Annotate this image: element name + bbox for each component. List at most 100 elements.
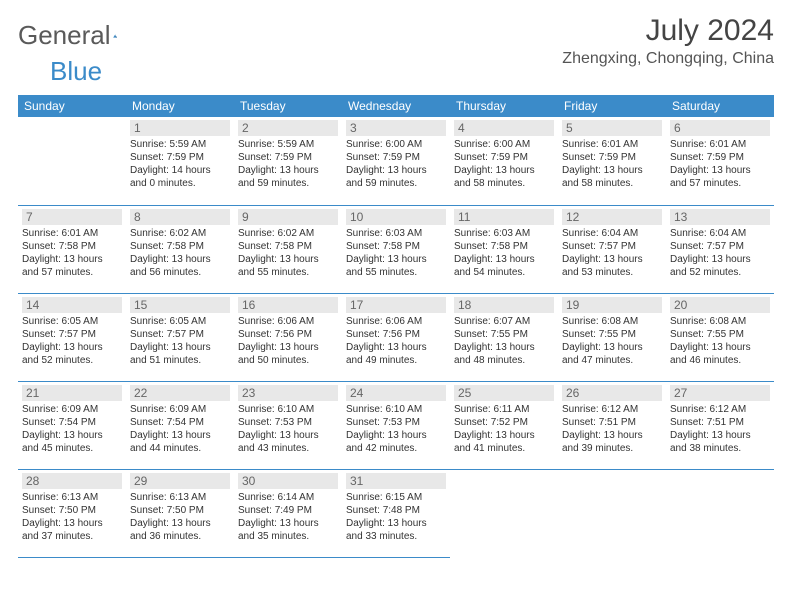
daylight-text: and 46 minutes. <box>670 354 770 367</box>
daylight-text: Daylight: 13 hours <box>22 253 122 266</box>
calendar-cell <box>666 469 774 557</box>
daylight-text: and 41 minutes. <box>454 442 554 455</box>
sunset-text: Sunset: 7:55 PM <box>454 328 554 341</box>
sunrise-text: Sunrise: 6:12 AM <box>562 403 662 416</box>
sunset-text: Sunset: 7:54 PM <box>22 416 122 429</box>
day-number: 9 <box>238 209 338 225</box>
sunrise-text: Sunrise: 6:10 AM <box>346 403 446 416</box>
calendar-cell <box>450 469 558 557</box>
daylight-text: and 48 minutes. <box>454 354 554 367</box>
daylight-text: Daylight: 13 hours <box>670 429 770 442</box>
daylight-text: Daylight: 13 hours <box>238 253 338 266</box>
daylight-text: and 37 minutes. <box>22 530 122 543</box>
day-number: 30 <box>238 473 338 489</box>
sunset-text: Sunset: 7:58 PM <box>130 240 230 253</box>
day-number: 23 <box>238 385 338 401</box>
day-number: 26 <box>562 385 662 401</box>
day-number: 7 <box>22 209 122 225</box>
sunrise-text: Sunrise: 6:06 AM <box>238 315 338 328</box>
calendar-week-row: 21Sunrise: 6:09 AMSunset: 7:54 PMDayligh… <box>18 381 774 469</box>
daylight-text: Daylight: 13 hours <box>562 164 662 177</box>
calendar-cell: 30Sunrise: 6:14 AMSunset: 7:49 PMDayligh… <box>234 469 342 557</box>
calendar-cell: 14Sunrise: 6:05 AMSunset: 7:57 PMDayligh… <box>18 293 126 381</box>
sunset-text: Sunset: 7:58 PM <box>454 240 554 253</box>
weekday-header: Saturday <box>666 95 774 117</box>
daylight-text: Daylight: 13 hours <box>238 164 338 177</box>
daylight-text: Daylight: 13 hours <box>562 429 662 442</box>
daylight-text: and 39 minutes. <box>562 442 662 455</box>
location: Zhengxing, Chongqing, China <box>562 50 774 68</box>
daylight-text: and 58 minutes. <box>454 177 554 190</box>
sunrise-text: Sunrise: 6:08 AM <box>562 315 662 328</box>
calendar-cell: 11Sunrise: 6:03 AMSunset: 7:58 PMDayligh… <box>450 205 558 293</box>
calendar-cell: 9Sunrise: 6:02 AMSunset: 7:58 PMDaylight… <box>234 205 342 293</box>
day-number: 22 <box>130 385 230 401</box>
daylight-text: and 36 minutes. <box>130 530 230 543</box>
sunset-text: Sunset: 7:57 PM <box>670 240 770 253</box>
calendar-cell: 17Sunrise: 6:06 AMSunset: 7:56 PMDayligh… <box>342 293 450 381</box>
calendar-cell: 6Sunrise: 6:01 AMSunset: 7:59 PMDaylight… <box>666 117 774 205</box>
sunset-text: Sunset: 7:54 PM <box>130 416 230 429</box>
day-number: 28 <box>22 473 122 489</box>
calendar-week-row: 28Sunrise: 6:13 AMSunset: 7:50 PMDayligh… <box>18 469 774 557</box>
calendar-cell: 1Sunrise: 5:59 AMSunset: 7:59 PMDaylight… <box>126 117 234 205</box>
sunset-text: Sunset: 7:55 PM <box>562 328 662 341</box>
sunrise-text: Sunrise: 6:13 AM <box>22 491 122 504</box>
daylight-text: and 57 minutes. <box>22 266 122 279</box>
daylight-text: Daylight: 13 hours <box>130 429 230 442</box>
day-number: 29 <box>130 473 230 489</box>
sunset-text: Sunset: 7:59 PM <box>346 151 446 164</box>
sunrise-text: Sunrise: 6:01 AM <box>562 138 662 151</box>
weekday-row: Sunday Monday Tuesday Wednesday Thursday… <box>18 95 774 117</box>
sunrise-text: Sunrise: 6:11 AM <box>454 403 554 416</box>
day-number: 27 <box>670 385 770 401</box>
day-number: 15 <box>130 297 230 313</box>
calendar-cell: 15Sunrise: 6:05 AMSunset: 7:57 PMDayligh… <box>126 293 234 381</box>
day-number: 3 <box>346 120 446 136</box>
daylight-text: and 55 minutes. <box>238 266 338 279</box>
daylight-text: and 51 minutes. <box>130 354 230 367</box>
sunset-text: Sunset: 7:53 PM <box>346 416 446 429</box>
calendar-cell: 31Sunrise: 6:15 AMSunset: 7:48 PMDayligh… <box>342 469 450 557</box>
sunset-text: Sunset: 7:59 PM <box>130 151 230 164</box>
calendar-cell: 23Sunrise: 6:10 AMSunset: 7:53 PMDayligh… <box>234 381 342 469</box>
daylight-text: and 52 minutes. <box>22 354 122 367</box>
day-number: 17 <box>346 297 446 313</box>
sunrise-text: Sunrise: 6:01 AM <box>22 227 122 240</box>
sunrise-text: Sunrise: 6:09 AM <box>130 403 230 416</box>
weekday-header: Wednesday <box>342 95 450 117</box>
sunset-text: Sunset: 7:52 PM <box>454 416 554 429</box>
day-number: 12 <box>562 209 662 225</box>
daylight-text: and 33 minutes. <box>346 530 446 543</box>
daylight-text: and 35 minutes. <box>238 530 338 543</box>
calendar-cell: 25Sunrise: 6:11 AMSunset: 7:52 PMDayligh… <box>450 381 558 469</box>
day-number: 16 <box>238 297 338 313</box>
sunset-text: Sunset: 7:59 PM <box>562 151 662 164</box>
sunset-text: Sunset: 7:48 PM <box>346 504 446 517</box>
daylight-text: Daylight: 13 hours <box>670 341 770 354</box>
sunset-text: Sunset: 7:58 PM <box>238 240 338 253</box>
daylight-text: Daylight: 13 hours <box>454 164 554 177</box>
day-number: 24 <box>346 385 446 401</box>
calendar-cell: 24Sunrise: 6:10 AMSunset: 7:53 PMDayligh… <box>342 381 450 469</box>
daylight-text: and 50 minutes. <box>238 354 338 367</box>
daylight-text: Daylight: 13 hours <box>454 341 554 354</box>
sunset-text: Sunset: 7:51 PM <box>670 416 770 429</box>
sunset-text: Sunset: 7:56 PM <box>238 328 338 341</box>
daylight-text: Daylight: 13 hours <box>670 164 770 177</box>
calendar-cell: 21Sunrise: 6:09 AMSunset: 7:54 PMDayligh… <box>18 381 126 469</box>
sunrise-text: Sunrise: 5:59 AM <box>238 138 338 151</box>
calendar-cell: 8Sunrise: 6:02 AMSunset: 7:58 PMDaylight… <box>126 205 234 293</box>
sunrise-text: Sunrise: 6:05 AM <box>130 315 230 328</box>
sunrise-text: Sunrise: 6:06 AM <box>346 315 446 328</box>
sunrise-text: Sunrise: 5:59 AM <box>130 138 230 151</box>
sunset-text: Sunset: 7:57 PM <box>562 240 662 253</box>
sunrise-text: Sunrise: 6:09 AM <box>22 403 122 416</box>
daylight-text: and 55 minutes. <box>346 266 446 279</box>
sunset-text: Sunset: 7:57 PM <box>22 328 122 341</box>
title-block: July 2024 Zhengxing, Chongqing, China <box>562 14 774 68</box>
sunrise-text: Sunrise: 6:14 AM <box>238 491 338 504</box>
daylight-text: and 58 minutes. <box>562 177 662 190</box>
day-number: 20 <box>670 297 770 313</box>
calendar-cell <box>18 117 126 205</box>
